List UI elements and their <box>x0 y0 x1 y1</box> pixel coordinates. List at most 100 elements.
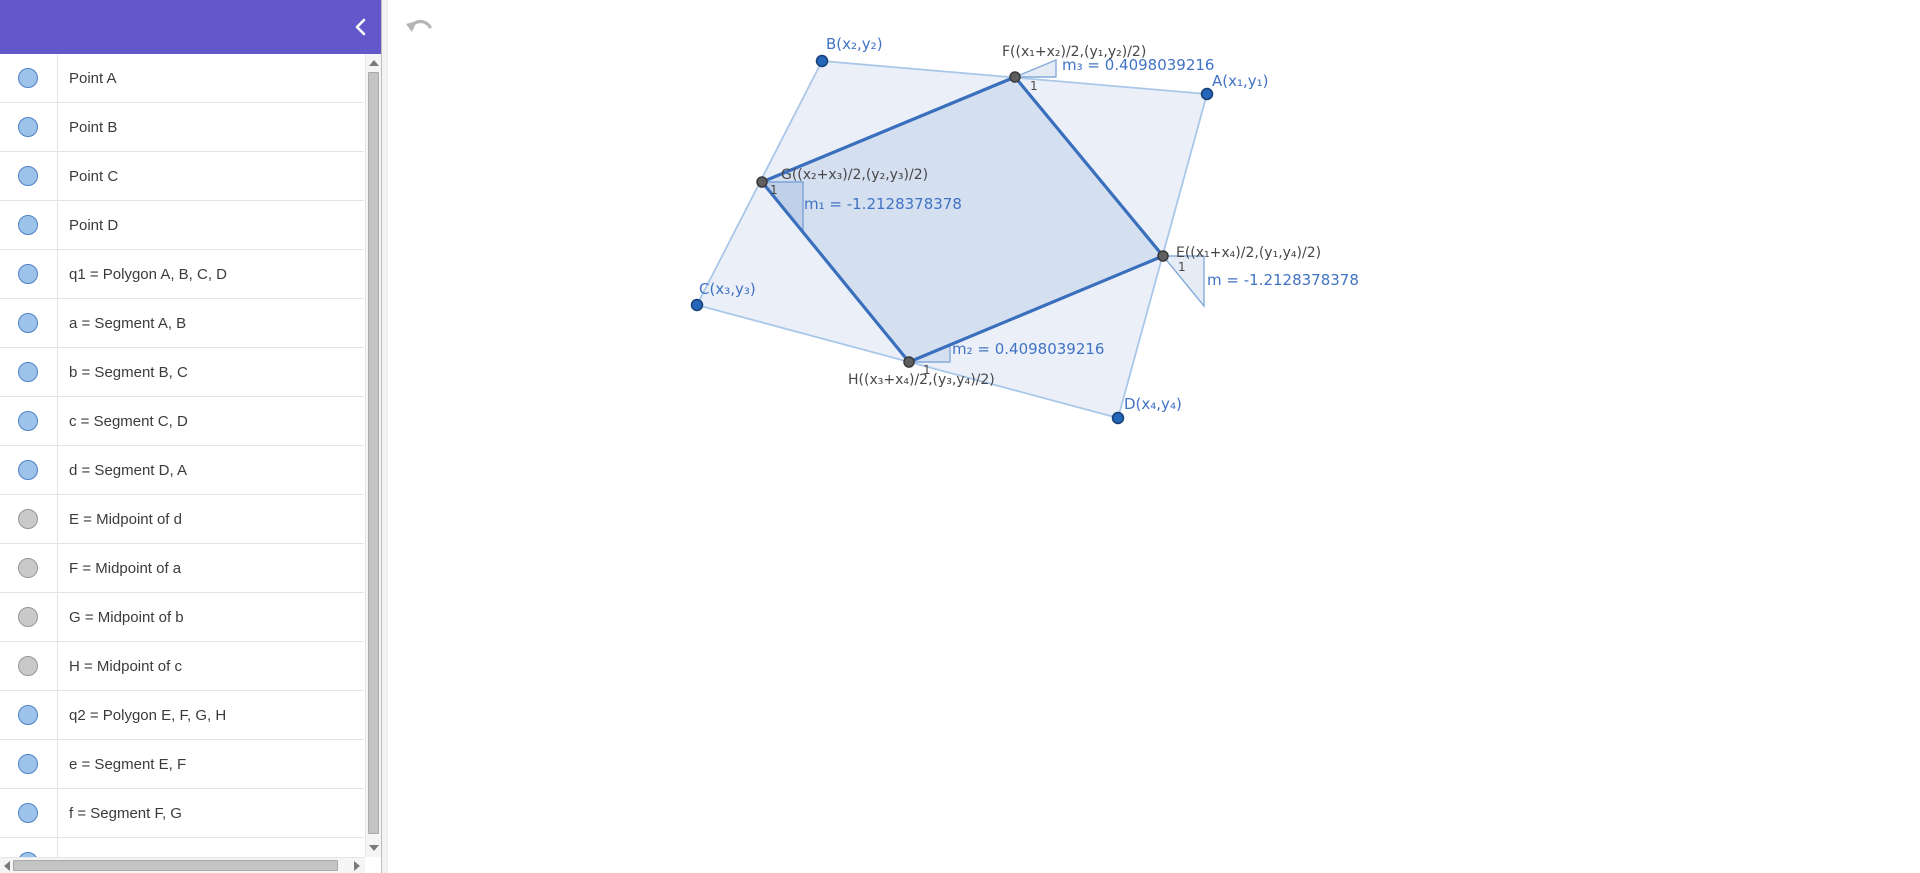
point-C[interactable] <box>690 298 704 312</box>
label-H: H((x₃+x₄)/2,(y₃,y₄)/2) <box>848 372 995 388</box>
point-H[interactable] <box>903 356 915 368</box>
marker-cell <box>0 299 57 347</box>
marker-cell <box>0 740 57 788</box>
algebra-row[interactable]: Point D <box>0 201 364 250</box>
label-m2: m₂ = 0.4098039216 <box>952 340 1105 358</box>
label-G: G((x₂+x₃)/2,(y₂,y₃)/2) <box>781 167 929 183</box>
algebra-row[interactable]: Point A <box>0 54 364 103</box>
point-G[interactable] <box>756 176 768 188</box>
algebra-sidebar: Point A Point B Point C Point D q1 = Polygon… <box>0 0 382 873</box>
algebra-row[interactable]: E = Midpoint of d <box>0 495 364 544</box>
label-m3: m₃ = 0.4098039216 <box>1062 56 1215 74</box>
marker-cell <box>0 446 57 494</box>
label-E: E((x₁+x₄)/2,(y₁,y₄)/2) <box>1176 245 1322 261</box>
label-m: m = -1.2128378378 <box>1207 271 1359 289</box>
sidebar-header <box>0 0 381 54</box>
column-divider <box>57 54 58 857</box>
visibility-toggle[interactable] <box>18 166 38 186</box>
visibility-toggle[interactable] <box>18 509 38 529</box>
algebra-row[interactable]: q1 = Polygon A, B, C, D <box>0 250 364 299</box>
scroll-up-icon[interactable] <box>369 60 379 66</box>
label-A: A(x₁,y₁) <box>1212 72 1269 90</box>
chevron-left-icon[interactable] <box>353 18 367 36</box>
object-label: f = Segment F, G <box>69 804 182 822</box>
object-label: G = Midpoint of b <box>69 608 184 626</box>
horizontal-scrollbar[interactable] <box>0 857 365 873</box>
algebra-row[interactable]: G = Midpoint of b <box>0 593 364 642</box>
visibility-toggle[interactable] <box>18 215 38 235</box>
visibility-toggle[interactable] <box>18 558 38 578</box>
label-B: B(x₂,y₂) <box>826 35 883 53</box>
marker-cell <box>0 691 57 739</box>
visibility-toggle[interactable] <box>18 264 38 284</box>
visibility-toggle[interactable] <box>18 313 38 333</box>
object-label: Point B <box>69 118 118 136</box>
marker-cell <box>0 789 57 837</box>
visibility-toggle[interactable] <box>18 68 38 88</box>
vertical-scroll-thumb[interactable] <box>368 72 379 834</box>
object-label: d = Segment D, A <box>69 461 187 479</box>
point-B[interactable] <box>815 54 829 68</box>
visibility-toggle[interactable] <box>18 362 38 382</box>
algebra-row[interactable]: Point C <box>0 152 364 201</box>
object-label: b = Segment B, C <box>69 363 188 381</box>
algebra-list: Point A Point B Point C Point D q1 = Polygon… <box>0 54 364 857</box>
object-label: e = Segment E, F <box>69 755 187 773</box>
algebra-row[interactable]: e = Segment E, F <box>0 740 364 789</box>
visibility-toggle[interactable] <box>18 460 38 480</box>
visibility-toggle[interactable] <box>18 607 38 627</box>
visibility-toggle[interactable] <box>18 803 38 823</box>
algebra-row[interactable]: a = Segment A, B <box>0 299 364 348</box>
object-label: F = Midpoint of a <box>69 559 182 577</box>
object-label: Point C <box>69 167 119 185</box>
point-E[interactable] <box>1157 250 1169 262</box>
algebra-row[interactable]: Point B <box>0 103 364 152</box>
label-m1: m₁ = -1.2128378378 <box>804 195 962 213</box>
point-F[interactable] <box>1009 71 1021 83</box>
visibility-toggle[interactable] <box>18 656 38 676</box>
run-1-H: 1 <box>923 363 931 377</box>
marker-cell <box>0 642 57 690</box>
marker-cell <box>0 348 57 396</box>
horizontal-scroll-thumb[interactable] <box>13 860 338 871</box>
object-label: a = Segment A, B <box>69 314 187 332</box>
algebra-row[interactable] <box>0 838 364 857</box>
visibility-toggle[interactable] <box>18 705 38 725</box>
marker-cell <box>0 152 57 200</box>
run-1-G: 1 <box>770 183 778 197</box>
object-label: H = Midpoint of c <box>69 657 182 675</box>
panel-divider[interactable] <box>381 0 388 873</box>
marker-cell <box>0 593 57 641</box>
slope-triangle-E <box>1161 255 1205 308</box>
label-C: C(x₃,y₃) <box>699 280 756 298</box>
algebra-row[interactable]: d = Segment D, A <box>0 446 364 495</box>
object-label: q2 = Polygon E, F, G, H <box>69 706 227 724</box>
object-label: Point D <box>69 216 119 234</box>
algebra-row[interactable]: F = Midpoint of a <box>0 544 364 593</box>
visibility-toggle[interactable] <box>18 754 38 774</box>
marker-cell <box>0 397 57 445</box>
undo-icon[interactable] <box>405 15 435 39</box>
marker-cell <box>0 201 57 249</box>
scroll-down-icon[interactable] <box>369 845 379 851</box>
algebra-row[interactable]: c = Segment C, D <box>0 397 364 446</box>
marker-cell <box>0 103 57 151</box>
object-label: Point A <box>69 69 117 87</box>
run-1-E: 1 <box>1178 260 1186 274</box>
run-1-F: 1 <box>1030 79 1038 93</box>
marker-cell <box>0 250 57 298</box>
vertical-scrollbar[interactable] <box>365 54 382 857</box>
visibility-toggle[interactable] <box>18 117 38 137</box>
algebra-row[interactable]: b = Segment B, C <box>0 348 364 397</box>
algebra-row[interactable]: f = Segment F, G <box>0 789 364 838</box>
label-D: D(x₄,y₄) <box>1124 395 1182 413</box>
point-D[interactable] <box>1111 411 1125 425</box>
scroll-left-icon[interactable] <box>4 861 10 871</box>
point-A[interactable] <box>1200 87 1214 101</box>
visibility-toggle[interactable] <box>18 411 38 431</box>
scroll-right-icon[interactable] <box>354 861 360 871</box>
algebra-row[interactable]: H = Midpoint of c <box>0 642 364 691</box>
algebra-row[interactable]: q2 = Polygon E, F, G, H <box>0 691 364 740</box>
